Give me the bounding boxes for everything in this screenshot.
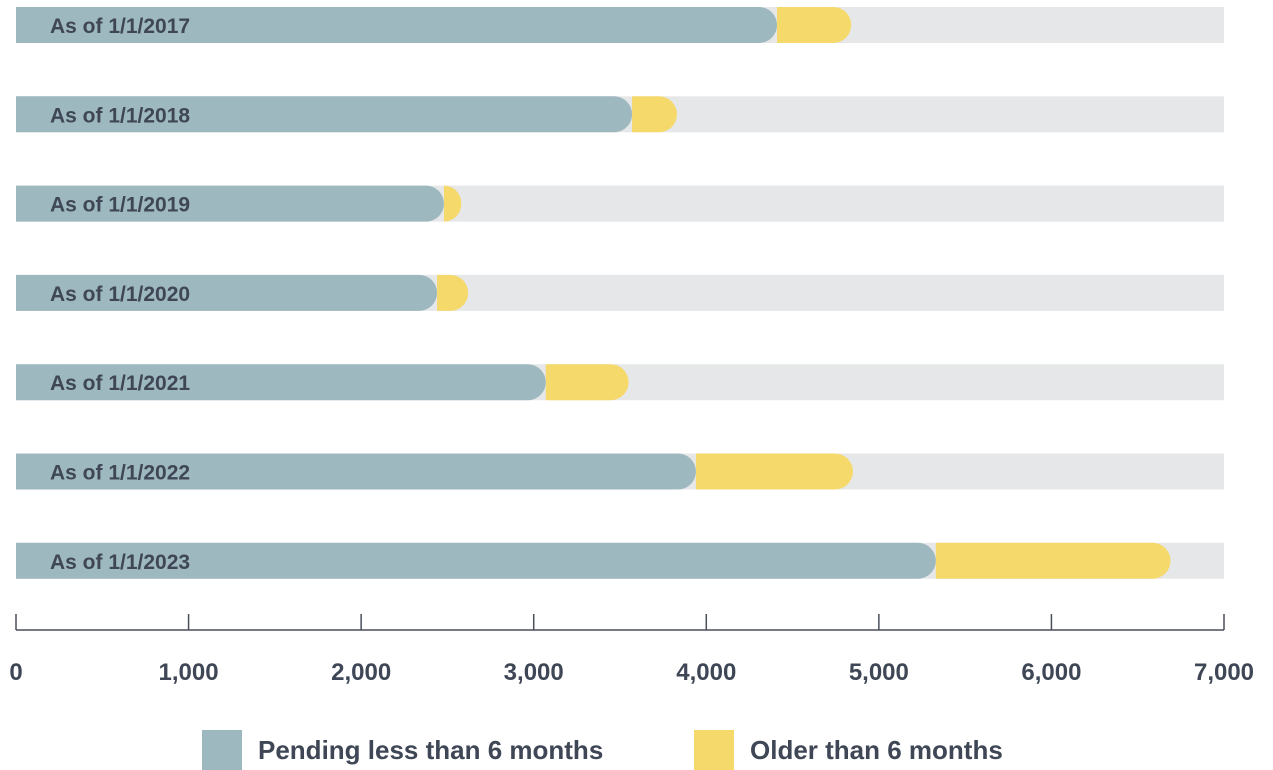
bar-segment-pending xyxy=(16,453,696,490)
legend-swatch-pending xyxy=(202,730,242,770)
legend-label-pending: Pending less than 6 months xyxy=(258,734,604,765)
legend-item-pending: Pending less than 6 months xyxy=(202,730,603,770)
x-tick-label: 0 xyxy=(9,659,22,686)
legend-swatch-older xyxy=(694,730,734,770)
bar-segment-older xyxy=(437,274,469,311)
bar-segments xyxy=(16,7,1171,579)
x-axis: 0 1,000 2,000 3,000 4,000 5,000 6,000 7,000 xyxy=(9,614,1254,686)
bar-segment-pending xyxy=(16,96,633,133)
x-tick-label: 6,000 xyxy=(1021,659,1081,686)
bar-segment-pending xyxy=(16,7,778,43)
x-tick-label: 7,000 xyxy=(1194,659,1254,686)
bar-segment-older xyxy=(777,7,852,43)
category-label: As of 1/1/2018 xyxy=(50,104,190,127)
bar-segment-older xyxy=(935,542,1171,579)
bar-segment-older xyxy=(695,453,853,490)
stacked-bar-chart: As of 1/1/2017 As of 1/1/2018 As of 1/1/20… xyxy=(9,7,1254,686)
bar-segment-pending xyxy=(16,274,438,311)
x-tick-label: 1,000 xyxy=(159,659,219,686)
category-label: As of 1/1/2019 xyxy=(50,194,190,217)
bar-segment-pending xyxy=(16,364,546,401)
category-label: As of 1/1/2017 xyxy=(50,15,190,38)
category-label: As of 1/1/2021 xyxy=(50,372,190,395)
x-tick-label: 3,000 xyxy=(504,659,564,686)
x-tick-label: 2,000 xyxy=(331,659,391,686)
bar-segment-pending xyxy=(16,185,444,222)
x-tick-label: 5,000 xyxy=(849,659,909,686)
category-label: As of 1/1/2023 xyxy=(50,551,190,574)
bar-segment-older xyxy=(632,96,677,133)
bar-segment-older xyxy=(443,185,462,222)
legend-label-older: Older than 6 months xyxy=(750,734,1003,765)
legend: Pending less than 6 months Older than 6 … xyxy=(0,730,1273,770)
x-tick-label: 4,000 xyxy=(676,659,736,686)
bar-segment-older xyxy=(545,364,629,401)
legend-item-older: Older than 6 months xyxy=(694,730,1003,770)
category-label: As of 1/1/2022 xyxy=(50,462,190,485)
category-label: As of 1/1/2020 xyxy=(50,283,190,306)
bar-segment-pending xyxy=(16,542,936,579)
category-labels: As of 1/1/2017 As of 1/1/2018 As of 1/1/20… xyxy=(50,15,190,574)
